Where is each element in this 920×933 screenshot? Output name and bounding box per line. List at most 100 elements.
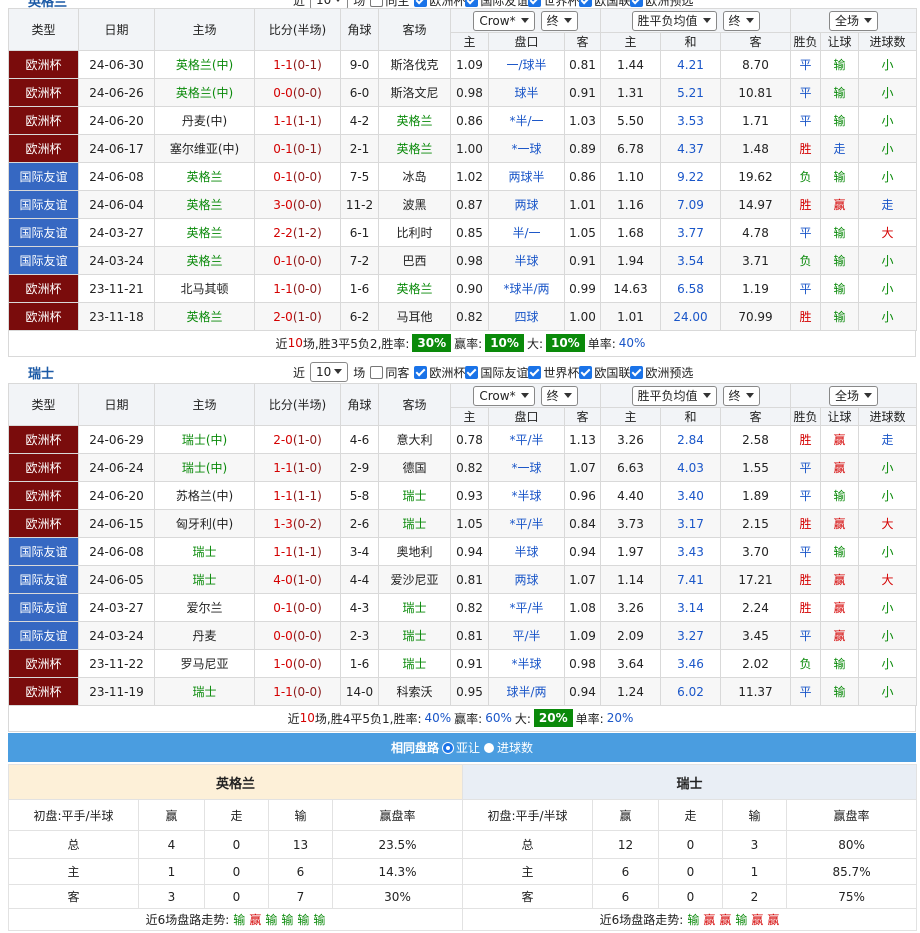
column-header: 输 — [268, 799, 333, 831]
select[interactable]: 胜平负均值 — [631, 10, 717, 31]
match-date: 24-06-15 — [78, 509, 155, 538]
handicap: 球半 — [488, 78, 565, 107]
away-odds: 0.89 — [564, 134, 601, 163]
match-type: 欧洲杯 — [8, 50, 79, 79]
checkbox[interactable] — [630, 0, 644, 7]
count-select[interactable]: 10 — [310, 362, 349, 382]
match-type: 欧洲杯 — [8, 274, 79, 303]
checkbox[interactable] — [579, 0, 593, 7]
label: 近 — [293, 365, 306, 380]
select[interactable]: 全场 — [829, 385, 879, 406]
checkbox-label: 欧国联 — [594, 0, 631, 8]
trend-cell: 近6场盘路走势: 输赢赢输赢赢 — [461, 908, 918, 931]
avg-home: 3.73 — [600, 509, 661, 538]
filter-checkbox[interactable]: 欧国联 — [579, 0, 630, 9]
column-header: 客场 — [378, 383, 451, 426]
trend-row: 近6场盘路走势: 输赢输输输输 — [7, 908, 464, 931]
filter-checkbox[interactable]: 欧洲杯 — [414, 364, 465, 381]
filter-checkbox[interactable]: 国际友谊 — [465, 364, 528, 381]
result: 胜 — [790, 509, 822, 538]
goals-result: 小 — [858, 302, 918, 331]
filter-checkbox[interactable]: 欧国联 — [579, 364, 630, 381]
full-score: 3-0 — [273, 197, 293, 212]
match-row: 国际友谊 24-06-04 英格兰 3-0(0-0) 11-2 波黑 0.87 两球 1.01 1… — [8, 190, 918, 219]
filter-checkbox[interactable]: 欧洲预选 — [630, 364, 693, 381]
match-date: 24-03-24 — [78, 621, 155, 650]
avg-home: 1.14 — [600, 565, 661, 594]
radio-option[interactable]: 进球数 — [480, 739, 533, 756]
home-team: 瑞士(中) — [154, 453, 255, 482]
match-table: 类型 日期 主场 比分(半场) 角球 客场 Crow* 终胜平负均值终全场主盘口客主和客胜负让… — [8, 8, 918, 331]
select[interactable]: 全场 — [829, 10, 879, 31]
full-score: 2-0 — [273, 309, 293, 324]
radio-option[interactable]: 亚让 — [439, 739, 480, 756]
away-odds: 0.86 — [564, 162, 601, 191]
avg-draw: 7.41 — [660, 565, 721, 594]
trend-row: 近6场盘路走势: 输赢赢输赢赢 — [461, 908, 918, 931]
column-header: 主 — [450, 407, 489, 426]
select[interactable]: 终 — [540, 10, 578, 31]
filter-checkbox[interactable]: 同主 — [370, 0, 409, 9]
handicap-result: 输 — [820, 481, 860, 510]
match-type: 欧洲杯 — [8, 78, 79, 107]
away-odds: 1.13 — [564, 425, 601, 454]
select[interactable]: Crow* — [473, 10, 535, 31]
select[interactable]: 终 — [540, 385, 578, 406]
checkbox[interactable] — [465, 365, 479, 379]
select[interactable]: 胜平负均值 — [631, 385, 717, 406]
score: 1-1(0-0) — [254, 274, 341, 303]
half-score: (1-0) — [292, 432, 322, 447]
checkbox[interactable] — [630, 365, 644, 379]
handicap-result: 输 — [820, 302, 860, 331]
avg-home: 1.94 — [600, 246, 661, 275]
home-odds: 0.81 — [450, 565, 489, 594]
column-header: 走 — [658, 799, 723, 831]
filter-checkbox[interactable]: 国际友谊 — [465, 0, 528, 9]
score: 1-1(1-1) — [254, 106, 341, 135]
handicap-result: 输 — [820, 162, 860, 191]
select[interactable]: 终 — [722, 10, 760, 31]
half-score: (0-2) — [292, 516, 322, 531]
checkbox[interactable] — [528, 365, 542, 379]
handicap: 两球半 — [488, 162, 565, 191]
match-type: 国际友谊 — [8, 593, 79, 622]
filter-checkbox[interactable]: 欧洲杯 — [414, 0, 465, 9]
select[interactable]: 终 — [722, 385, 760, 406]
match-date: 24-06-26 — [78, 78, 155, 107]
match-date: 24-06-20 — [78, 106, 155, 135]
checkbox[interactable] — [414, 365, 428, 379]
radio[interactable] — [442, 742, 453, 753]
radio[interactable] — [484, 742, 494, 753]
match-date: 24-06-17 — [78, 134, 155, 163]
goals-result: 小 — [858, 677, 918, 706]
avg-home: 2.09 — [600, 621, 661, 650]
half-score: (0-0) — [292, 85, 322, 100]
stat-row: 主 6 0 1 85.7% — [462, 858, 918, 885]
half-score: (1-1) — [292, 113, 322, 128]
checkbox[interactable] — [370, 0, 384, 7]
full-score: 1-1 — [273, 544, 293, 559]
result: 平 — [790, 274, 822, 303]
handicap-result: 赢 — [820, 593, 860, 622]
avg-home: 3.26 — [600, 593, 661, 622]
label: 场 — [353, 365, 366, 380]
handicap-result: 输 — [820, 274, 860, 303]
filter-checkbox[interactable]: 世界杯 — [528, 364, 579, 381]
filter-checkbox[interactable]: 世界杯 — [528, 0, 579, 9]
select[interactable]: Crow* — [473, 385, 535, 406]
score: 0-1(0-0) — [254, 593, 341, 622]
summary-record: 场,胜3平5负2,胜率: — [302, 336, 410, 351]
checkbox[interactable] — [414, 0, 428, 7]
home-odds: 0.91 — [450, 649, 489, 678]
checkbox-label: 欧国联 — [594, 365, 631, 380]
checkbox[interactable] — [528, 0, 542, 7]
checkbox[interactable] — [465, 0, 479, 7]
filter-checkbox[interactable]: 欧洲预选 — [630, 0, 693, 9]
column-header: 客场 — [378, 8, 451, 51]
checkbox[interactable] — [579, 365, 593, 379]
checkbox[interactable] — [370, 365, 384, 379]
corners: 6-1 — [340, 218, 379, 247]
avg-away: 3.71 — [719, 246, 792, 275]
filter-checkbox[interactable]: 同客 — [370, 364, 409, 381]
avg-draw: 4.37 — [660, 134, 721, 163]
